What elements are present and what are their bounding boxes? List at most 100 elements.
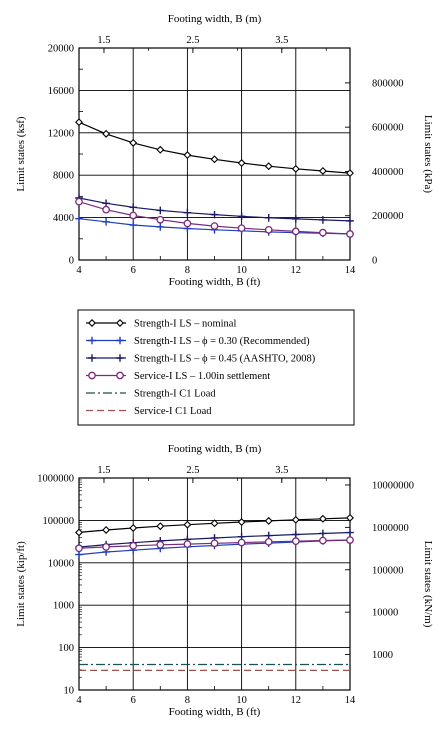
- chart-2-x2-tick-label: 3.5: [275, 465, 288, 476]
- legend-swatch-marker: [88, 371, 96, 380]
- chart-2-y2-tick-label: 10000000: [372, 480, 414, 491]
- chart-2-series-4-point: [156, 540, 165, 549]
- chart-2-x2-tick-label: 1.5: [97, 465, 110, 476]
- legend-swatch-marker: [116, 371, 124, 380]
- chart-1-series-4-point: [75, 197, 83, 206]
- legend-label: Strength-I LS – ϕ = 0.45 (AASHTO, 2008): [134, 354, 316, 365]
- legend-swatch-marker: [116, 336, 124, 345]
- chart-1-y-tick-label: 12000: [48, 128, 74, 139]
- chart-1-x2-tick-label: 2.5: [186, 35, 199, 46]
- chart-1-series-1-point: [102, 129, 111, 138]
- chart-1-series-1-point: [210, 155, 219, 164]
- chart-2-y2-tick-label: 10000: [372, 608, 398, 619]
- chart-1-series-4-point: [210, 222, 219, 230]
- chart-1-series-3-point: [237, 212, 246, 221]
- chart-2-x-tick-label: 12: [291, 695, 302, 706]
- chart-1-y-tick-label: 16000: [48, 86, 74, 97]
- chart-1-series-1-line: [78, 121, 351, 174]
- legend-swatch-marker: [116, 319, 124, 327]
- chart-2-y-axis-label: Limit states (kip/ft): [15, 541, 27, 627]
- chart-1-series-2-point: [156, 223, 165, 231]
- chart-2-x2-tick-label: 2.5: [186, 465, 199, 476]
- chart-2-series-1-point: [264, 516, 273, 525]
- chart-1-series-1-point: [318, 166, 327, 175]
- chart-1-y-tick-label: 0: [69, 256, 74, 267]
- chart-1-y2-tick-label: 200000: [372, 211, 404, 222]
- chart-2-x-tick-label: 10: [236, 695, 247, 706]
- chart-2-y2-axis-label: Limit states (kN/m): [422, 541, 434, 628]
- chart-1-series-3-point: [210, 210, 219, 219]
- chart-1-x-tick-label: 6: [131, 265, 136, 276]
- chart-1-x-axis-label: Footing width, B (ft): [169, 276, 261, 288]
- chart-1-series-1-point: [346, 169, 354, 178]
- chart-2-series-4-point: [237, 538, 246, 547]
- chart-2-series-3-point: [292, 530, 300, 539]
- chart-2-y-tick-label: 100000: [43, 516, 75, 527]
- chart-2-y-tick-label: 1000: [53, 601, 74, 612]
- chart-1-series-4-point: [183, 219, 192, 228]
- chart-1-x-tick-label: 4: [76, 265, 82, 276]
- chart-2-series-4-point: [102, 543, 110, 551]
- chart-2-y2-tick-label: 100000: [372, 565, 404, 576]
- chart-2-series-1-point: [129, 523, 138, 532]
- chart-2-series-4-point: [129, 541, 138, 550]
- chart-1-series-4-point: [291, 227, 300, 236]
- chart-1-y-tick-label: 4000: [53, 213, 74, 224]
- chart-2-series-1-point: [210, 519, 219, 528]
- chart-2-y2-tick-label: 1000: [372, 650, 393, 661]
- chart-1-series-1-point: [264, 162, 273, 171]
- chart-2-series-1-point: [291, 515, 300, 524]
- chart-1-series-1-point: [156, 145, 165, 154]
- chart-1-series-4-point: [237, 224, 246, 233]
- chart-2-y-tick-label: 100: [58, 643, 74, 654]
- chart-2-x-tick-label: 4: [76, 695, 82, 706]
- chart-2-series-1-point: [102, 525, 111, 534]
- legend-swatch-marker: [116, 354, 124, 362]
- chart-1-x-tick-label: 10: [236, 265, 247, 276]
- chart-1-plot-frame: [78, 47, 351, 261]
- chart-1-series-2-point: [102, 218, 110, 226]
- chart-1-x-tick-label: 12: [291, 265, 302, 276]
- legend-swatch-marker: [88, 319, 96, 327]
- chart-1-series-4-point: [156, 215, 165, 224]
- chart-2-series-1-point: [156, 522, 165, 531]
- chart-2-series-1-point: [183, 520, 192, 529]
- chart-2-series-4-point: [75, 544, 83, 553]
- chart-1-series-3-point: [292, 215, 300, 223]
- chart-1-series-3-point: [264, 214, 273, 222]
- chart-2-x-tick-label: 6: [131, 695, 136, 706]
- chart-1-series-2-point: [129, 221, 137, 229]
- chart-1-series-2-point: [75, 214, 83, 223]
- chart-2-plot-frame: [78, 477, 351, 691]
- legend-label: Strength-I LS – nominal: [134, 319, 236, 330]
- chart-1-x2-tick-label: 1.5: [97, 35, 110, 46]
- legend-label: Service-I C1 Load: [134, 406, 212, 417]
- chart-2-series-3-point: [319, 529, 327, 538]
- legend-label: Strength-I LS – ϕ = 0.30 (Recommended): [134, 336, 310, 347]
- chart-1-series-3-point: [129, 203, 137, 212]
- chart-1-x2-axis-label: Footing width, B (m): [168, 13, 262, 25]
- chart-1-series-3-point: [319, 216, 327, 224]
- chart-2-y-tick-label: 10000: [48, 558, 74, 569]
- chart-2-series-1-point: [318, 514, 327, 523]
- chart-1-series-4-point: [102, 205, 110, 214]
- chart-2-series-1-point: [75, 528, 83, 537]
- legend-label: Strength-I C1 Load: [134, 389, 216, 400]
- chart-1-series-1-point: [129, 138, 138, 147]
- chart-1-y-tick-label: 8000: [53, 171, 74, 182]
- chart-2-series-4-point: [264, 537, 273, 546]
- chart-2-y2-tick-label: 1000000: [372, 523, 409, 534]
- chart-1-y2-tick-label: 600000: [372, 123, 404, 134]
- chart-1-series-1-point: [237, 159, 246, 167]
- chart-1-series-4-point: [346, 230, 354, 238]
- chart-1-y2-axis-label: Limit states (kPa): [422, 115, 434, 194]
- chart-1-series-3-point: [346, 217, 354, 225]
- chart-1-x-tick-label: 14: [345, 265, 356, 276]
- legend-box: [77, 309, 355, 426]
- chart-1-x-tick-label: 8: [185, 265, 190, 276]
- chart-1-series-4-point: [129, 211, 138, 220]
- chart-1-y-axis-label: Limit states (ksf): [15, 116, 27, 191]
- chart-1-series-1-point: [291, 164, 300, 173]
- chart-1-series-1-point: [75, 118, 83, 127]
